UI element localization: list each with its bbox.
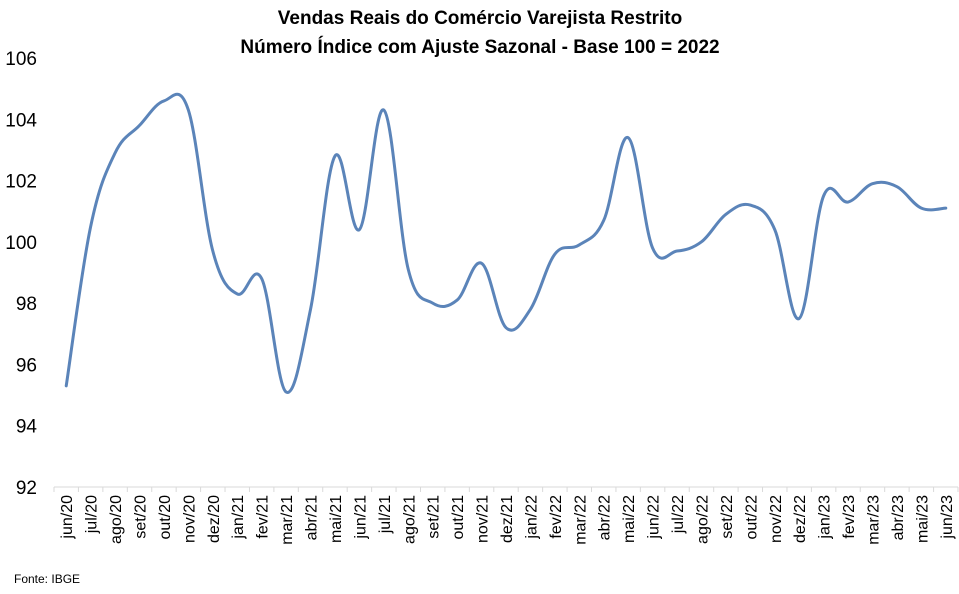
y-tick-label: 92 bbox=[16, 478, 37, 499]
x-axis-tick-marks bbox=[53, 487, 959, 492]
data-point bbox=[162, 99, 166, 103]
x-tick-label: nov/22 bbox=[768, 495, 785, 543]
y-tick-label: 100 bbox=[5, 233, 37, 254]
data-point bbox=[455, 298, 459, 302]
data-point bbox=[333, 154, 337, 158]
data-point bbox=[89, 225, 93, 229]
data-point bbox=[944, 206, 948, 210]
x-tick-label: out/21 bbox=[450, 495, 467, 540]
series-line bbox=[64, 92, 948, 394]
data-point bbox=[870, 182, 874, 186]
x-tick-label: jun/23 bbox=[939, 495, 956, 540]
data-point bbox=[699, 240, 703, 244]
x-tick-label: nov/20 bbox=[181, 495, 198, 543]
x-tick-label: mar/22 bbox=[572, 495, 589, 545]
data-point bbox=[504, 326, 508, 330]
data-point bbox=[235, 292, 239, 296]
x-tick-label: nov/21 bbox=[475, 495, 492, 543]
x-tick-label: dez/20 bbox=[206, 495, 223, 543]
x-tick-label: jun/21 bbox=[352, 495, 369, 540]
data-point bbox=[919, 206, 923, 210]
x-tick-label: mar/21 bbox=[279, 495, 296, 545]
source-note: Fonte: IBGE bbox=[14, 572, 80, 586]
x-tick-label: mai/21 bbox=[328, 495, 345, 543]
data-point bbox=[895, 185, 899, 189]
x-axis-ticks: jun/20 jul/20 ago/20 set/20 out/20 nov/20 dez/… bbox=[59, 495, 956, 545]
data-point bbox=[822, 194, 826, 198]
y-tick-label: 102 bbox=[5, 172, 37, 193]
data-point bbox=[138, 123, 142, 127]
x-tick-label: mai/23 bbox=[914, 495, 931, 543]
y-tick-label: 106 bbox=[5, 49, 37, 70]
data-point bbox=[602, 218, 606, 222]
data-point bbox=[357, 228, 361, 232]
data-point bbox=[797, 316, 801, 320]
x-tick-label: jul/22 bbox=[670, 495, 687, 534]
x-tick-label: jan/21 bbox=[230, 495, 247, 540]
data-point bbox=[480, 261, 484, 265]
data-point bbox=[186, 108, 190, 112]
x-tick-label: ago/21 bbox=[401, 495, 418, 544]
data-point bbox=[431, 301, 435, 305]
y-axis-ticks: 92 94 96 98 100 102 104 106 bbox=[5, 49, 37, 499]
x-tick-label: set/21 bbox=[426, 495, 443, 539]
x-tick-label: out/22 bbox=[743, 495, 760, 540]
data-point bbox=[773, 228, 777, 232]
x-tick-label: set/20 bbox=[133, 495, 150, 539]
data-point bbox=[577, 243, 581, 247]
x-tick-label: fev/23 bbox=[841, 495, 858, 539]
x-tick-label: out/20 bbox=[157, 495, 174, 540]
data-point bbox=[528, 307, 532, 311]
x-tick-label: dez/22 bbox=[792, 495, 809, 543]
data-point bbox=[553, 252, 557, 256]
y-tick-label: 104 bbox=[5, 110, 37, 131]
y-tick-label: 94 bbox=[16, 417, 38, 438]
data-point bbox=[260, 277, 264, 281]
data-point bbox=[675, 249, 679, 253]
x-tick-label: mar/23 bbox=[865, 495, 882, 545]
x-tick-label: abr/22 bbox=[597, 495, 614, 540]
data-point bbox=[651, 246, 655, 250]
x-tick-label: ago/22 bbox=[694, 495, 711, 544]
x-tick-label: jul/21 bbox=[377, 495, 394, 534]
x-tick-label: jan/22 bbox=[523, 495, 540, 540]
data-point bbox=[284, 390, 288, 394]
x-tick-label: set/22 bbox=[719, 495, 736, 539]
x-tick-label: jun/20 bbox=[59, 495, 76, 540]
x-tick-label: jul/20 bbox=[84, 495, 101, 534]
data-point bbox=[113, 151, 117, 155]
data-point bbox=[846, 200, 850, 204]
chart-title: Vendas Reais do Comércio Varejista Restr… bbox=[278, 8, 682, 29]
x-tick-label: dez/21 bbox=[499, 495, 516, 543]
x-tick-label: jun/22 bbox=[646, 495, 663, 540]
data-point bbox=[64, 384, 68, 388]
x-tick-label: fev/21 bbox=[255, 495, 272, 539]
x-tick-label: jan/23 bbox=[817, 495, 834, 540]
data-point bbox=[748, 203, 752, 207]
y-tick-label: 98 bbox=[16, 294, 37, 315]
data-point bbox=[309, 307, 313, 311]
data-point bbox=[211, 249, 215, 253]
x-tick-label: abr/21 bbox=[304, 495, 321, 540]
x-tick-label: mai/22 bbox=[621, 495, 638, 543]
data-point bbox=[406, 267, 410, 271]
x-tick-label: ago/20 bbox=[108, 495, 125, 544]
x-tick-label: abr/23 bbox=[890, 495, 907, 540]
chart-subtitle: Número Índice com Ajuste Sazonal - Base … bbox=[240, 36, 719, 58]
data-point bbox=[382, 108, 386, 112]
y-tick-label: 96 bbox=[16, 355, 37, 376]
data-point bbox=[724, 212, 728, 216]
data-point bbox=[626, 136, 630, 140]
x-tick-label: fev/22 bbox=[548, 495, 565, 539]
